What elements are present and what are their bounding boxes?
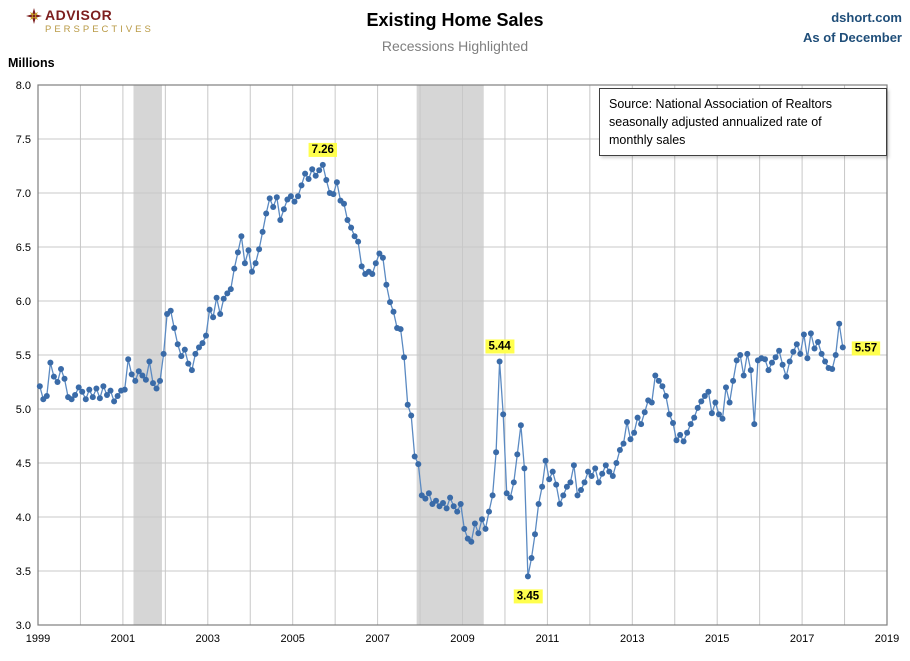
svg-text:4.5: 4.5 (16, 458, 31, 470)
svg-text:5.0: 5.0 (16, 404, 31, 416)
svg-text:2003: 2003 (196, 633, 220, 645)
compass-icon (26, 8, 42, 24)
logo-perspectives-text: PERSPECTIVES (45, 24, 154, 35)
source-note: Source: National Association of Realtors… (599, 88, 887, 157)
svg-text:7.0: 7.0 (16, 188, 31, 200)
svg-text:3.45: 3.45 (517, 590, 540, 602)
svg-text:2019: 2019 (875, 633, 899, 645)
site-label: dshort.com (831, 10, 902, 25)
svg-text:1999: 1999 (26, 633, 50, 645)
svg-text:7.26: 7.26 (312, 144, 334, 156)
svg-text:6.0: 6.0 (16, 296, 31, 308)
logo-advisor-text: ADVISOR (45, 7, 113, 24)
svg-text:5.44: 5.44 (488, 340, 511, 352)
svg-text:8.0: 8.0 (16, 80, 31, 92)
svg-text:2015: 2015 (705, 633, 729, 645)
svg-text:2001: 2001 (111, 633, 135, 645)
svg-text:2011: 2011 (536, 633, 560, 645)
svg-text:7.5: 7.5 (16, 134, 31, 146)
svg-text:2009: 2009 (450, 633, 474, 645)
svg-text:3.0: 3.0 (16, 620, 31, 632)
svg-text:3.5: 3.5 (16, 566, 31, 578)
source-note-line: seasonally adjusted annualized rate of (609, 115, 822, 130)
svg-text:2017: 2017 (790, 633, 814, 645)
source-note-line: Source: National Association of Realtors (609, 97, 833, 111)
header-right: dshort.com As of December (803, 8, 902, 47)
y-axis-title: Millions (8, 56, 55, 70)
svg-text:2005: 2005 (280, 633, 304, 645)
svg-text:2007: 2007 (365, 633, 389, 645)
svg-text:5.57: 5.57 (855, 342, 877, 354)
svg-text:4.0: 4.0 (16, 512, 31, 524)
advisor-perspectives-logo: ADVISOR PERSPECTIVES (26, 7, 154, 35)
as-of-label: As of December (803, 29, 902, 45)
source-note-line: monthly sales (609, 133, 686, 148)
svg-text:5.5: 5.5 (16, 350, 31, 362)
svg-text:2013: 2013 (620, 633, 644, 645)
svg-text:6.5: 6.5 (16, 242, 31, 254)
